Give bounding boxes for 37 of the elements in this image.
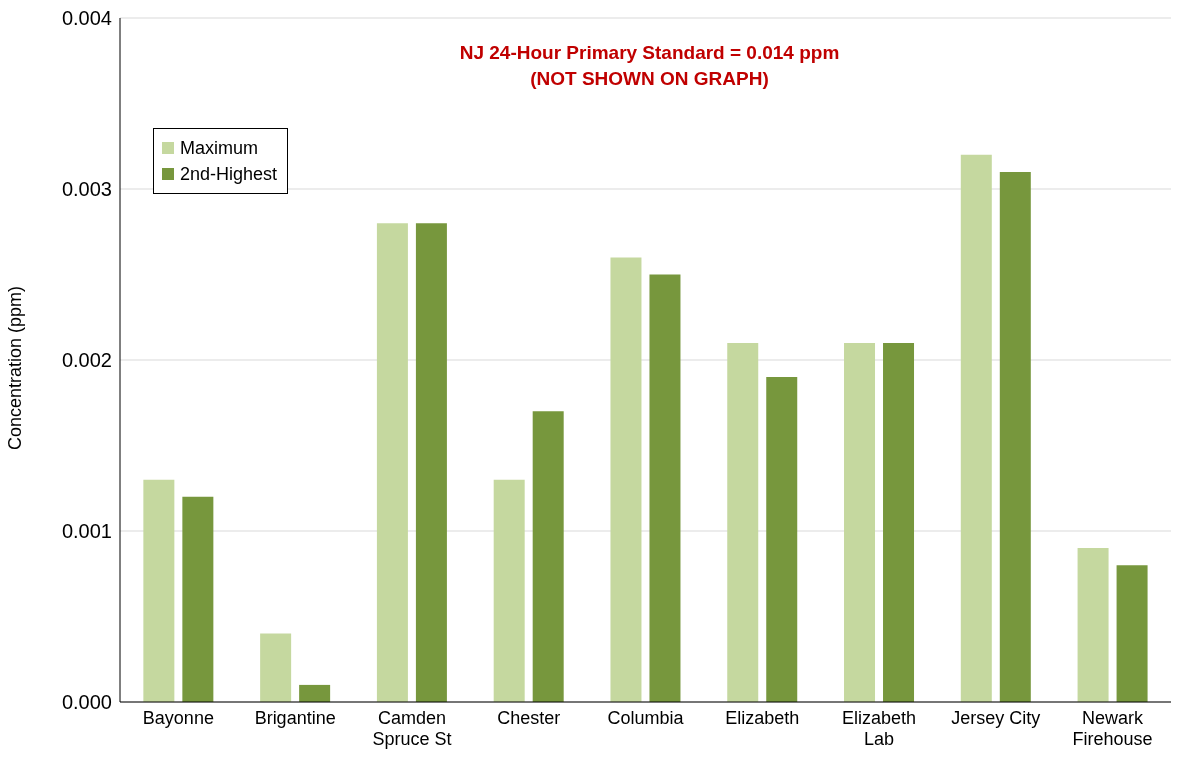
bar [1116, 565, 1148, 702]
y-tick-label: 0.001 [61, 520, 112, 543]
bar [376, 223, 408, 702]
bar [727, 342, 759, 702]
x-tick-label: Bayonne [142, 708, 214, 728]
y-axis-title: Concentration (ppm) [5, 285, 26, 450]
annotation: NJ 24-Hour Primary Standard = 0.014 ppm [458, 41, 841, 65]
bar [143, 479, 175, 702]
x-tick-label: Chester [497, 708, 561, 728]
x-tick-label: Jersey City [951, 708, 1041, 728]
bar [610, 257, 642, 702]
y-tick-label: 0.003 [61, 178, 112, 201]
bar [182, 496, 214, 702]
x-tick-label: Newark Firehouse [1072, 708, 1153, 749]
bar [883, 342, 915, 702]
legend-label: Maximum [180, 137, 259, 160]
annotation: (NOT SHOWN ON GRAPH) [529, 67, 770, 91]
bar [299, 684, 331, 702]
x-tick-label: Elizabeth [725, 708, 800, 728]
legend-label: 2nd-Highest [180, 163, 278, 186]
bar [260, 633, 292, 702]
bar [960, 154, 992, 702]
bar [415, 223, 447, 702]
y-tick-label: 0.004 [61, 7, 112, 30]
y-tick-label: 0.000 [61, 691, 112, 714]
y-tick-label: 0.002 [61, 349, 112, 372]
bar [766, 377, 798, 702]
bar [493, 479, 525, 702]
x-tick-label: Elizabeth Lab [842, 708, 917, 749]
bar [999, 171, 1031, 702]
x-tick-label: Brigantine [254, 708, 336, 728]
x-tick-label: Columbia [607, 708, 685, 728]
bar [844, 342, 876, 702]
bar [532, 411, 564, 702]
bar [1077, 548, 1109, 702]
x-tick-label: Camden Spruce St [372, 708, 452, 749]
bar [649, 274, 681, 702]
